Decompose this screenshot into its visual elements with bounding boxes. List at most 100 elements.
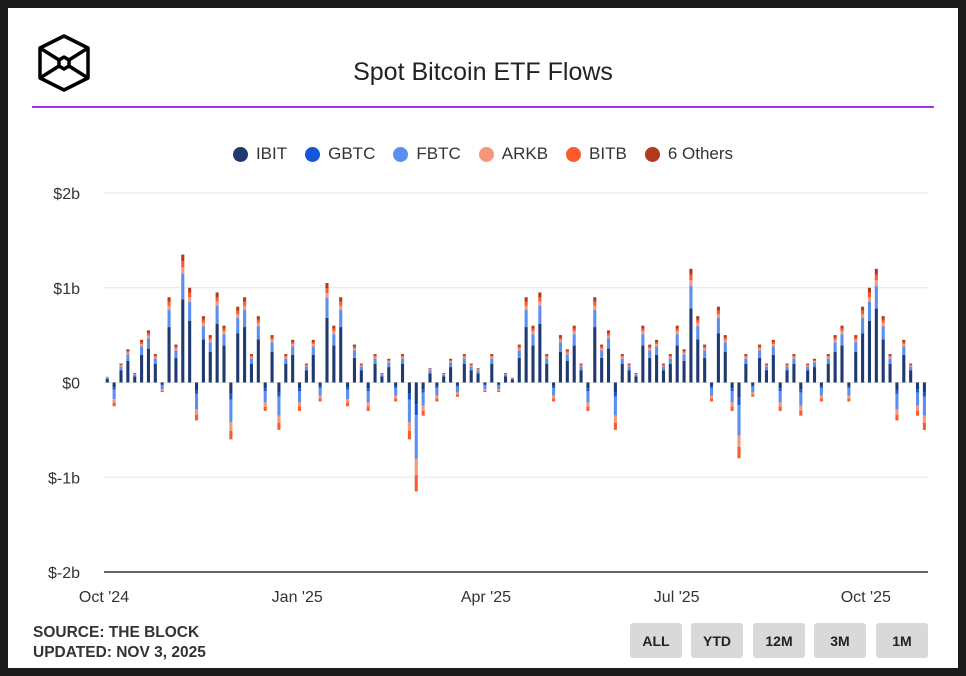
bar-segment-6-others <box>579 363 583 365</box>
bar-segment-ibit <box>428 373 432 383</box>
bar-segment-arkb <box>785 365 789 367</box>
legend-item[interactable]: IBIT <box>232 144 287 164</box>
bar-segment-arkb <box>730 402 734 407</box>
bar-segment-bitb <box>668 355 672 357</box>
bar-segment-fbtc <box>854 342 858 352</box>
bar-segment-ibit <box>188 320 192 383</box>
legend-item[interactable]: GBTC <box>305 144 375 164</box>
bar-segment-arkb <box>284 356 288 359</box>
bar-segment-fbtc <box>352 350 357 358</box>
bar-segment-ibit <box>277 382 281 392</box>
bar-segment-ibit <box>270 351 274 383</box>
legend-item[interactable]: ARKB <box>478 144 548 164</box>
bar-segment-arkb <box>648 348 652 351</box>
legend-item[interactable]: BITB <box>566 144 627 164</box>
bar-segment-ibit <box>503 376 508 383</box>
bar-segment-ibit <box>572 345 576 383</box>
bar-segment-arkb <box>586 402 590 407</box>
bar-segment-fbtc <box>668 358 672 365</box>
bar-segment-arkb <box>606 335 611 339</box>
bar-segment-gbtc <box>586 388 590 392</box>
bar-segment-ibit <box>895 382 899 391</box>
bar-segment-arkb <box>153 356 157 359</box>
bar-segment-bitb <box>565 350 569 353</box>
bar-segment-fbtc <box>428 370 432 374</box>
bar-segment-fbtc <box>737 405 741 436</box>
bar-segment-arkb <box>249 356 254 359</box>
bar-segment-arkb <box>819 395 823 399</box>
range-1m-button[interactable]: 1M <box>876 623 928 658</box>
bar-segment-6-others <box>243 297 247 302</box>
bar-segment-bitb <box>201 319 205 323</box>
bar-segment-bitb <box>854 337 858 340</box>
range-3m-button[interactable]: 3M <box>814 623 866 658</box>
x-tick-label: Oct '25 <box>841 589 891 606</box>
bar-segment-arkb <box>243 305 247 311</box>
bar-segment-bitb <box>785 364 789 366</box>
bar-segment-6-others <box>792 354 796 356</box>
bar-segment-6-others <box>675 325 679 329</box>
legend-item[interactable]: 6 Others <box>644 144 733 164</box>
bar-segment-bitb <box>490 355 494 357</box>
bar-segment-6-others <box>888 354 892 356</box>
bar-segment-ibit <box>291 354 295 383</box>
bar-segment-fbtc <box>146 338 151 349</box>
bar-segment-bitb <box>641 328 645 332</box>
range-12m-button[interactable]: 12M <box>753 623 805 658</box>
bar-segment-ibit <box>634 376 638 383</box>
bar-segment-arkb <box>689 280 693 286</box>
bar-segment-fbtc <box>318 388 322 396</box>
bar-segment-fbtc <box>648 350 652 358</box>
bar-segment-ibit <box>806 370 810 383</box>
bar-segment-bitb <box>861 310 865 315</box>
legend-label: FBTC <box>416 144 461 163</box>
bar-segment-arkb <box>716 314 720 319</box>
bar-segment-bitb <box>655 341 659 345</box>
range-ytd-button[interactable]: YTD <box>691 623 743 658</box>
bar-segment-ibit <box>600 357 604 383</box>
bar-segment-fbtc <box>126 354 130 361</box>
bar-segment-ibit <box>140 354 144 383</box>
bar-segment-bitb <box>119 364 123 366</box>
legend-item[interactable]: FBTC <box>393 144 461 164</box>
bar-segment-bitb <box>400 355 405 357</box>
bar-segment-fbtc <box>552 388 556 396</box>
x-tick-label: Oct '24 <box>79 589 129 606</box>
bar-segment-ibit <box>201 339 205 383</box>
bar-segment-6-others <box>222 325 226 329</box>
bar-segment-bitb <box>792 355 796 357</box>
bar-segment-fbtc <box>524 310 528 328</box>
bar-segment-fbtc <box>545 358 549 365</box>
bar-segment-ibit <box>256 339 260 383</box>
range-all-button[interactable]: ALL <box>630 623 682 658</box>
bar-segment-arkb <box>709 395 714 399</box>
bar-segment-6-others <box>826 354 830 356</box>
bar-segment-ibit <box>703 357 707 383</box>
bar-segment-fbtc <box>229 399 233 423</box>
bar-segment-arkb <box>524 305 528 311</box>
bar-segment-6-others <box>208 335 212 338</box>
bar-segment-6-others <box>256 316 260 320</box>
bar-segment-bitb <box>455 394 460 397</box>
bar-segment-fbtc <box>510 378 514 380</box>
y-tick-label: $0 <box>62 376 80 393</box>
bar-segment-6-others <box>449 358 453 360</box>
bar-segment-bitb <box>311 341 315 345</box>
bar-segment-bitb <box>613 422 617 430</box>
bar-segment-6-others <box>867 287 872 293</box>
bar-segment-fbtc <box>593 310 597 328</box>
bar-segment-bitb <box>675 328 679 332</box>
bar-segment-ibit <box>455 382 460 386</box>
bar-segment-ibit <box>764 370 769 383</box>
bar-segment-arkb <box>600 348 604 351</box>
bar-segment-arkb <box>208 339 212 343</box>
bar-segment-6-others <box>620 354 624 356</box>
bar-segment-gbtc <box>263 388 267 392</box>
bar-segment-arkb <box>222 331 226 335</box>
bar-segment-6-others <box>655 339 659 342</box>
bar-segment-bitb <box>826 355 830 357</box>
bar-segment-arkb <box>394 395 398 399</box>
bar-segment-6-others <box>462 354 466 356</box>
bar-segment-6-others <box>524 297 528 302</box>
bar-segment-bitb <box>359 364 363 366</box>
